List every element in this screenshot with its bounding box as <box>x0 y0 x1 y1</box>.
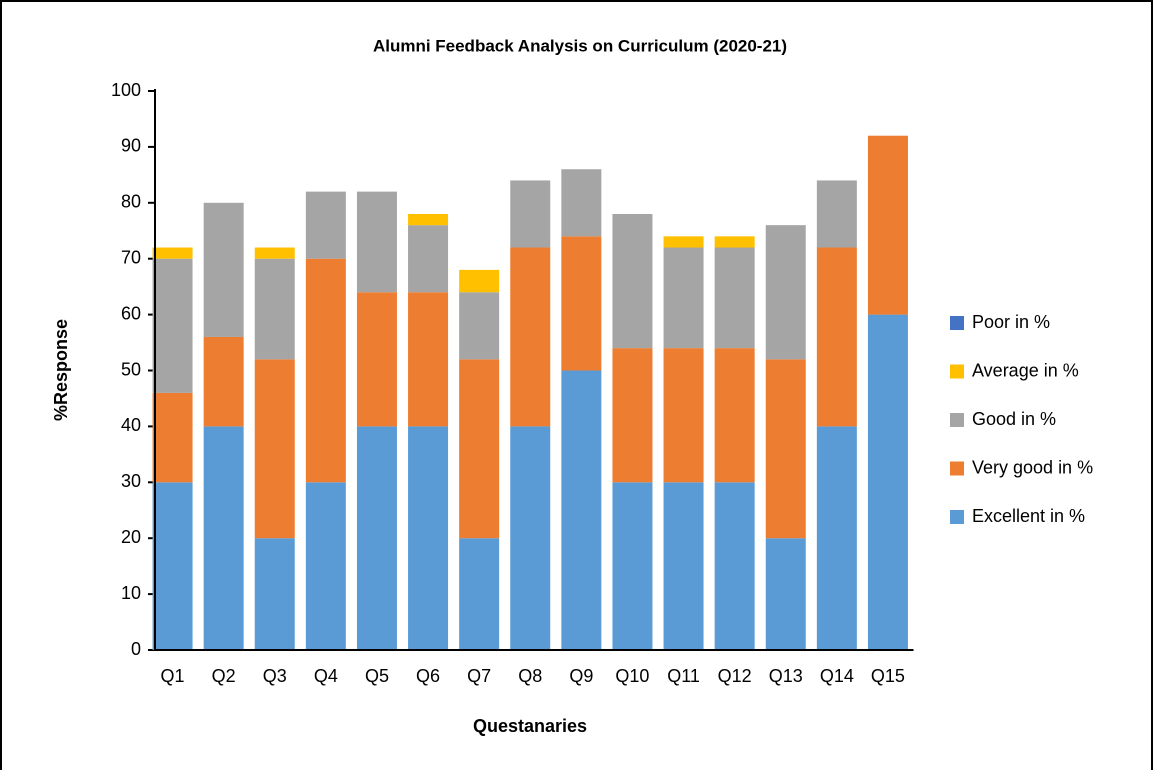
x-tick-label: Q3 <box>263 666 287 686</box>
y-tick-label: 0 <box>131 639 141 659</box>
y-tick-label: 100 <box>111 80 141 100</box>
bar-segment <box>561 169 602 237</box>
bar-segment <box>152 258 193 393</box>
bar-segment <box>152 247 193 259</box>
bar-segment <box>765 359 806 539</box>
legend-label: Poor in % <box>972 312 1050 332</box>
y-tick-label: 70 <box>121 247 141 267</box>
y-tick-label: 50 <box>121 359 141 379</box>
x-tick-label: Q13 <box>769 666 803 686</box>
bar-segment <box>663 236 704 248</box>
bar-segment <box>816 426 857 650</box>
bar-segment <box>203 426 244 650</box>
y-tick-label: 80 <box>121 192 141 212</box>
bar-segment <box>816 180 857 248</box>
y-tick-label: 20 <box>121 527 141 547</box>
bar-segment <box>459 269 500 293</box>
bar-segment <box>561 236 602 371</box>
y-tick-label: 60 <box>121 303 141 323</box>
bar-segment <box>305 482 346 650</box>
legend-swatch <box>950 510 964 524</box>
legend-label: Excellent in % <box>972 506 1085 526</box>
x-axis-label: Questanaries <box>473 716 587 736</box>
bar-segment <box>305 258 346 483</box>
bar-segment <box>152 482 193 650</box>
bar-segment <box>152 392 193 483</box>
y-axis-label: %Response <box>51 319 71 421</box>
bar-segment <box>356 191 397 293</box>
bar-segment <box>254 258 295 360</box>
x-tick-label: Q2 <box>212 666 236 686</box>
bar-segment <box>356 426 397 650</box>
y-tick-label: 40 <box>121 415 141 435</box>
bar-segment <box>459 292 500 360</box>
bar-segment <box>254 359 295 539</box>
bar-segment <box>356 292 397 427</box>
bar-segment <box>714 348 755 483</box>
bar-segment <box>612 482 653 650</box>
legend-swatch <box>950 364 964 379</box>
bar-segment <box>867 135 908 315</box>
legend-label: Very good in % <box>972 457 1093 477</box>
bar-segment <box>305 191 346 259</box>
legend-swatch <box>950 316 964 330</box>
legend-label: Average in % <box>972 360 1079 380</box>
x-tick-label: Q7 <box>467 666 491 686</box>
bar-segment <box>663 247 704 349</box>
bar-segment <box>765 538 806 650</box>
x-tick-label: Q1 <box>161 666 185 686</box>
x-tick-label: Q8 <box>518 666 542 686</box>
bar-segment <box>612 213 653 349</box>
bar-segment <box>254 247 295 259</box>
legend-swatch <box>950 461 964 476</box>
bar-segment <box>203 202 244 337</box>
legend-swatch <box>950 413 964 427</box>
bar-segment <box>714 482 755 650</box>
bar-segment <box>714 236 755 248</box>
bar-segment <box>612 348 653 483</box>
bar-segment <box>459 359 500 539</box>
x-tick-label: Q12 <box>718 666 752 686</box>
bar-segment <box>867 314 908 650</box>
bar-segment <box>510 247 551 427</box>
bar-segment <box>714 247 755 349</box>
chart-title: Alumni Feedback Analysis on Curriculum (… <box>373 36 787 55</box>
x-tick-label: Q14 <box>820 666 854 686</box>
bar-segment <box>510 180 551 248</box>
x-tick-label: Q11 <box>667 666 700 686</box>
y-tick-label: 30 <box>121 471 141 491</box>
bar-segment <box>254 538 295 650</box>
x-tick-label: Q15 <box>871 666 905 686</box>
bar-segment <box>408 213 449 226</box>
bar-segment <box>459 538 500 650</box>
bar-segment <box>408 426 449 650</box>
x-tick-label: Q9 <box>569 666 593 686</box>
y-tick-label: 90 <box>121 136 141 156</box>
x-tick-label: Q5 <box>365 666 389 686</box>
x-tick-label: Q6 <box>416 666 440 686</box>
x-tick-label: Q10 <box>615 666 649 686</box>
bar-segment <box>510 426 551 650</box>
bar-segment <box>765 225 806 360</box>
bar-segment <box>408 292 449 427</box>
bar-segment <box>663 348 704 483</box>
bar-segment <box>561 370 602 650</box>
bar-segment <box>203 336 244 427</box>
bar-segment <box>408 225 449 293</box>
y-tick-label: 10 <box>121 583 141 603</box>
legend-label: Good in % <box>972 409 1056 429</box>
bar-segment <box>663 482 704 650</box>
x-tick-label: Q4 <box>314 666 338 686</box>
bar-segment <box>816 247 857 427</box>
